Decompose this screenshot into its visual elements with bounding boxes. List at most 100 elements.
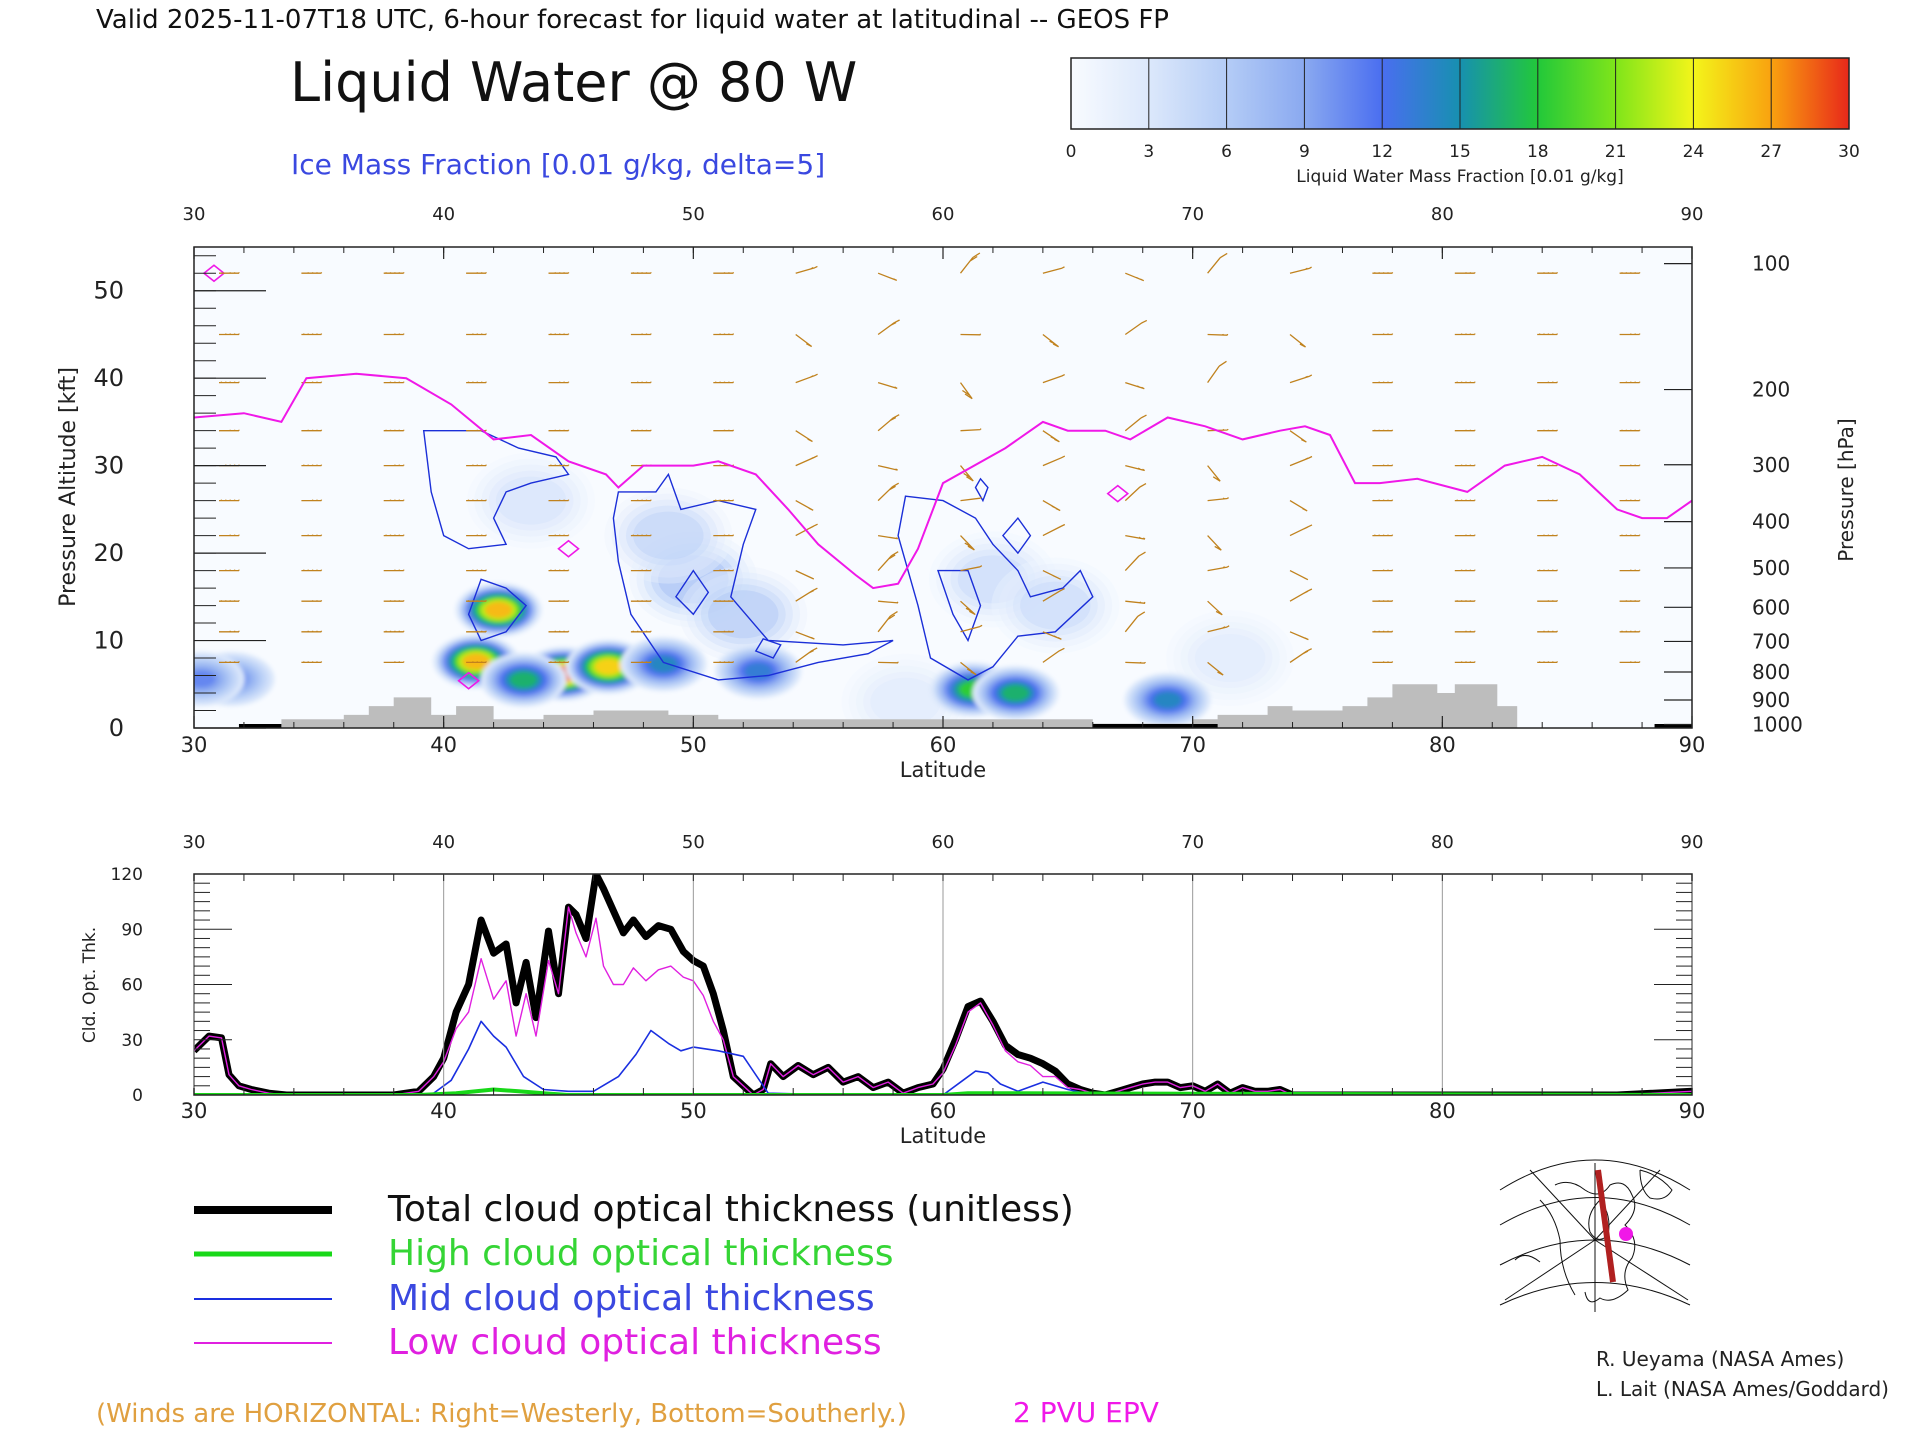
wind-barb [548, 381, 570, 384]
liquid-water-blob [509, 671, 538, 689]
colorbar-tick-label: 6 [1221, 142, 1232, 162]
ice-contour [974, 477, 989, 503]
credit-line-2: L. Lait (NASA Ames/Goddard) [1596, 1377, 1889, 1401]
wind-barb [548, 429, 570, 432]
ice-shading-blob [679, 566, 808, 663]
wind-barb [383, 630, 405, 633]
top-y-tick-label: 10 [93, 627, 124, 655]
wind-barb [1372, 464, 1394, 467]
ice-shading-blob [467, 452, 596, 549]
wind-barb [1619, 661, 1641, 664]
ice-shading-blob [928, 531, 1057, 628]
pressure-tick-label: 800 [1752, 660, 1790, 684]
bottom-x-tick-label: 60 [930, 1099, 957, 1123]
wind-barb [960, 496, 982, 502]
ice-shading-blob [604, 487, 733, 584]
wind-barb [1289, 631, 1309, 641]
wind-barb [1454, 464, 1476, 467]
wind-barb [301, 429, 323, 432]
wind-barb [1454, 661, 1476, 664]
wind-barb [1125, 272, 1145, 282]
ice-contour [612, 472, 894, 681]
wind-barb [548, 630, 570, 633]
wind-barb [1619, 429, 1641, 432]
ice-shading-blob [629, 531, 758, 628]
wind-barb [548, 569, 570, 572]
wind-barb [960, 333, 982, 336]
wind-barb [1207, 333, 1229, 336]
wind-barb [630, 600, 652, 602]
wind-barb [1207, 600, 1223, 616]
wind-barb [1125, 600, 1146, 604]
cross-section-panel: 3030404050506060707080809090010203040501… [56, 204, 1858, 782]
wind-barb [1537, 272, 1558, 274]
colorbar-tick-label: 27 [1760, 142, 1782, 162]
wind-barb [1207, 625, 1230, 633]
top-x-tick-label: 90 [1679, 733, 1706, 757]
wind-barb [1289, 570, 1309, 581]
top-x-tick-label: 50 [680, 733, 707, 757]
wind-barb [1537, 600, 1558, 602]
colorbar-tick-label: 3 [1143, 142, 1154, 162]
ice-shading-blob [686, 572, 801, 657]
ice-shading-blob [708, 590, 779, 639]
epv-label: 2 PVU EPV [1013, 1396, 1159, 1429]
wind-barb [466, 464, 487, 467]
wind-barb [795, 455, 818, 467]
wind-barb [1619, 534, 1641, 537]
winds-note: (Winds are HORIZONTAL: Right=Westerly, B… [96, 1399, 907, 1429]
top-x-tick-label: 60 [930, 733, 957, 757]
top-x-tick-label-upper: 80 [1431, 204, 1454, 225]
bottom-x-tick-label: 80 [1429, 1099, 1456, 1123]
liquid-water-blob [462, 653, 490, 670]
wind-barb [1124, 483, 1147, 502]
top-x-tick-label-upper: 40 [432, 204, 455, 225]
wind-barb [301, 272, 323, 274]
wind-barb [1289, 430, 1307, 443]
ice-shading-blob [650, 549, 736, 610]
wind-barb [1372, 499, 1394, 502]
wind-barb [1619, 569, 1641, 572]
wind-barb [960, 600, 976, 616]
pressure-tick-label: 1000 [1752, 713, 1803, 737]
wind-barb [1042, 455, 1066, 467]
wind-barb [383, 534, 405, 537]
ice-contours [202, 264, 1130, 690]
wind-barb [1372, 381, 1394, 384]
legend-label-low: Low cloud optical thickness [388, 1322, 882, 1363]
bottom-ylabel: Cld. Opt. Thk. [80, 927, 100, 1043]
wind-barb [1537, 534, 1558, 537]
wind-barb [877, 319, 900, 336]
liquid-water-blob [1001, 684, 1030, 702]
wind-barb [1124, 319, 1148, 336]
wind-barb [795, 647, 818, 663]
wind-barb [1537, 630, 1558, 633]
colorbar-tick-label: 15 [1449, 142, 1471, 162]
bottom-x-tick-label-upper: 60 [932, 832, 955, 853]
top-ylabel-right: Pressure [hPa] [1834, 418, 1858, 561]
wind-barb [713, 630, 734, 633]
bottom-x-tick-label: 70 [1179, 1099, 1206, 1123]
ice-shading-blob [618, 499, 718, 572]
ice-shading-blob [1020, 581, 1091, 630]
bottom-x-tick-label-upper: 90 [1681, 832, 1704, 853]
bottom-xlabel: Latitude [900, 1124, 986, 1148]
wind-barb [795, 523, 818, 537]
wind-barb [219, 569, 240, 572]
wind-barb [795, 333, 813, 348]
wind-barb [1042, 430, 1060, 443]
wind-barb [548, 600, 570, 602]
bottom-x-tick-label: 90 [1679, 1099, 1706, 1123]
wind-barb [1537, 381, 1558, 384]
wind-barb [466, 429, 487, 432]
bottom-x-tick-label: 50 [680, 1099, 707, 1123]
ice-shading-blob [1012, 575, 1098, 636]
wind-barb [383, 333, 405, 336]
epv-2pvu-line [194, 372, 1692, 590]
wind-barb [548, 499, 570, 502]
wind-barb [219, 630, 240, 633]
wind-barb [713, 429, 734, 432]
wind-barb [1289, 374, 1313, 384]
colorbar: 0 3 6 9 12 15 18 21 24 27 30 Liquid Water Mass Fra… [1066, 57, 1860, 187]
